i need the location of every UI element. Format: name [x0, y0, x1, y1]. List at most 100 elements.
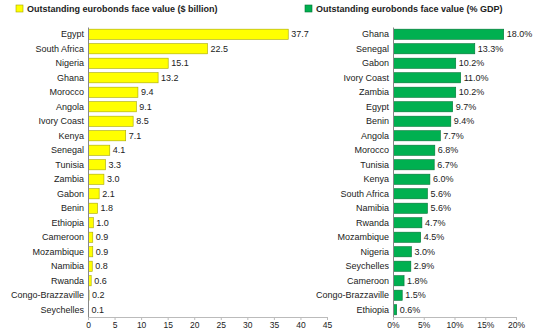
- bar: [88, 73, 158, 83]
- data-label: 1.5%: [405, 290, 426, 300]
- tick-label: Ghana: [362, 29, 389, 39]
- tick-label: Ethiopia: [51, 218, 84, 228]
- tick-label: Benin: [61, 203, 84, 213]
- tick: Zambia: [359, 87, 393, 97]
- bar: [88, 29, 288, 39]
- bar: [88, 116, 133, 126]
- tick: Seychelles: [40, 305, 88, 315]
- tick: 35: [270, 317, 280, 330]
- legend-swatch: [16, 5, 23, 12]
- tick: Benin: [61, 203, 88, 213]
- tick-label: Mozambique: [32, 247, 84, 257]
- tick-label: 10%: [446, 320, 463, 330]
- tick-label: 40: [296, 320, 306, 330]
- tick: Rwanda: [51, 276, 88, 286]
- data-label: 5.6%: [430, 203, 451, 213]
- data-label: 13.3%: [478, 44, 504, 54]
- tick-label: Egypt: [61, 29, 85, 39]
- tick-label: Kenya: [58, 131, 84, 141]
- tick-label: Ethiopia: [356, 305, 389, 315]
- data-label: 9.7%: [456, 102, 477, 112]
- tick: Nigeria: [55, 58, 88, 68]
- bar: [393, 261, 411, 271]
- tick-label: 0%: [387, 320, 400, 330]
- legend-label: Outstanding eurobonds face value (% GDP): [316, 4, 503, 14]
- tick: Zambia: [54, 174, 88, 184]
- bar: [393, 44, 475, 54]
- axis-line: [393, 28, 394, 318]
- tick: Senegal: [51, 145, 88, 155]
- tick-label: 15%: [477, 320, 494, 330]
- tick: Tunisia: [55, 160, 88, 170]
- tick-label: 35: [270, 320, 280, 330]
- bar: [393, 102, 453, 112]
- tick: Mozambique: [337, 232, 393, 242]
- tick: Morocco: [354, 145, 393, 155]
- axis-line: [88, 28, 89, 318]
- data-label: 2.1: [102, 189, 115, 199]
- data-label: 10.2%: [459, 58, 485, 68]
- data-label: 9.4: [141, 87, 154, 97]
- tick: Egypt: [61, 29, 88, 39]
- data-label: 0.6%: [400, 305, 421, 315]
- tick-label: Ivory Coast: [38, 116, 84, 126]
- data-label: 22.5: [211, 44, 229, 54]
- legend-swatch: [305, 5, 312, 12]
- data-label: 4.1: [113, 145, 126, 155]
- data-labels: 18.0%13.3%10.2%11.0%10.2%9.7%9.4%7.7%6.8…: [400, 29, 533, 315]
- tick-label: Ghana: [57, 73, 84, 83]
- data-labels: 37.722.515.113.29.49.18.57.14.13.33.02.1…: [92, 29, 309, 315]
- tick-label: Angola: [56, 102, 84, 112]
- tick-label: Senegal: [51, 145, 84, 155]
- data-label: 9.1: [139, 102, 152, 112]
- tick: 30: [243, 317, 253, 330]
- tick: Ethiopia: [356, 305, 393, 315]
- bar: [88, 131, 126, 141]
- tick: 0%: [387, 317, 400, 330]
- tick-label: Congo-Brazzaville: [316, 290, 389, 300]
- tick: Namibia: [356, 203, 393, 213]
- tick-label: Benin: [366, 116, 389, 126]
- data-label: 0.6: [94, 276, 107, 286]
- tick-label: Tunisia: [55, 160, 84, 170]
- tick: 5%: [418, 317, 431, 330]
- tick: Congo-Brazzaville: [11, 290, 88, 300]
- data-label: 9.4%: [454, 116, 475, 126]
- tick: Ivory Coast: [343, 73, 393, 83]
- tick: Nigeria: [360, 247, 393, 257]
- bar: [393, 145, 435, 155]
- tick-label: 30: [243, 320, 253, 330]
- tick: Kenya: [58, 131, 88, 141]
- bar: [393, 29, 504, 39]
- data-label: 7.7%: [443, 131, 464, 141]
- data-label: 6.8%: [438, 145, 459, 155]
- tick: Tunisia: [360, 160, 393, 170]
- bars: [88, 29, 288, 315]
- tick: Ethiopia: [51, 218, 88, 228]
- x-axis: 0% 5% 10% 15% 20%: [387, 317, 525, 330]
- bar: [393, 276, 404, 286]
- tick-label: Kenya: [363, 174, 389, 184]
- data-label: 6.0%: [433, 174, 454, 184]
- tick-label: 25: [217, 320, 227, 330]
- bar: [88, 160, 106, 170]
- tick: Angola: [361, 131, 393, 141]
- tick-label: 20%: [508, 320, 525, 330]
- tick: 20%: [508, 317, 525, 330]
- tick-label: 0: [86, 320, 91, 330]
- tick: Mozambique: [32, 247, 88, 257]
- tick: Gabon: [362, 58, 393, 68]
- tick: 15: [163, 317, 173, 330]
- bar: [393, 58, 456, 68]
- tick: 0: [86, 317, 91, 330]
- tick: Egypt: [366, 102, 393, 112]
- bar: [88, 145, 110, 155]
- tick: Angola: [56, 102, 88, 112]
- tick: Gabon: [57, 189, 88, 199]
- tick-label: 15: [163, 320, 173, 330]
- tick: Kenya: [363, 174, 393, 184]
- tick-label: 20: [190, 320, 200, 330]
- bar: [88, 189, 99, 199]
- tick-label: Angola: [361, 131, 389, 141]
- data-label: 4.7%: [425, 218, 446, 228]
